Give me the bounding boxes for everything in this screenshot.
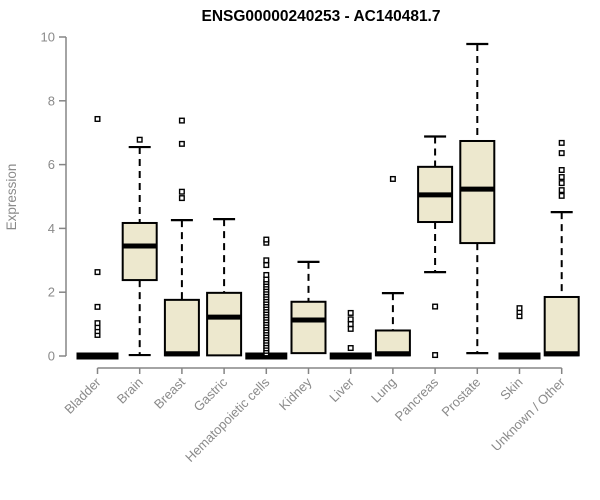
outlier-point	[347, 325, 354, 332]
collapsed-box	[498, 352, 541, 360]
outlier-point	[94, 269, 101, 276]
y-axis-label: Expression	[4, 164, 19, 231]
outlier-point	[94, 115, 101, 122]
box-hematopoietic-cells	[245, 236, 288, 360]
box-skin	[498, 305, 541, 360]
y-tick-label: 0	[48, 349, 55, 364]
box-bladder	[76, 115, 119, 360]
x-tick-label: Bladder	[61, 374, 104, 417]
collapsed-box	[76, 352, 119, 360]
outlier-point	[178, 195, 185, 202]
outlier-point	[347, 345, 354, 352]
x-tick-label: Unknown / Other	[488, 374, 568, 454]
outlier-point	[347, 316, 354, 323]
outlier-point	[263, 257, 270, 264]
iqr-box	[206, 291, 243, 357]
chart-title: ENSG00000240253 - AC140481.7	[202, 8, 441, 25]
outlier-point	[347, 309, 354, 316]
iqr-box	[290, 300, 327, 355]
outlier-point	[178, 188, 185, 195]
x-tick-label: Pancreas	[392, 374, 442, 424]
box-liver	[329, 309, 372, 360]
y-tick-label: 10	[41, 30, 55, 45]
y-tick-label: 4	[48, 221, 55, 236]
outlier-point	[178, 140, 185, 147]
box-pancreas	[417, 135, 454, 359]
iqr-box	[374, 329, 411, 357]
outlier-point	[558, 174, 565, 181]
outlier-point	[94, 320, 101, 327]
outlier-point	[94, 303, 101, 310]
y-tick-label: 6	[48, 157, 55, 172]
outlier-point	[347, 321, 354, 328]
outlier-point	[558, 150, 565, 157]
outlier-point	[558, 180, 565, 187]
x-tick-label: Breast	[151, 374, 188, 411]
outlier-point	[558, 167, 565, 174]
collapsed-box	[329, 352, 372, 360]
x-tick-label: Kidney	[276, 374, 315, 413]
box-brain	[121, 136, 158, 357]
outlier-point	[263, 236, 270, 243]
box-kidney	[290, 260, 327, 355]
iqr-box	[163, 298, 200, 357]
outlier-point	[389, 175, 396, 182]
outlier-point	[263, 262, 270, 269]
x-tick-label: Gastric	[191, 374, 231, 414]
x-tick-label: Prostate	[439, 375, 484, 420]
box-lung	[374, 175, 411, 357]
outlier-point	[558, 139, 565, 146]
outlier-point	[432, 352, 439, 359]
outlier-point	[558, 187, 565, 194]
outlier-point	[432, 303, 439, 310]
y-tick-label: 8	[48, 93, 55, 108]
x-tick-label: Liver	[326, 374, 357, 405]
box-prostate	[459, 42, 496, 355]
y-tick-label: 2	[48, 285, 55, 300]
box-unknown-other	[543, 139, 580, 357]
x-tick-label: Brain	[114, 375, 146, 407]
box-series	[76, 42, 580, 360]
iqr-box	[543, 295, 580, 357]
box-breast	[163, 117, 200, 357]
outlier-point	[136, 136, 143, 143]
x-tick-label: Lung	[368, 375, 399, 406]
outlier-point	[558, 192, 565, 199]
box-gastric	[206, 218, 243, 357]
iqr-box	[459, 139, 496, 245]
outlier-point	[516, 305, 523, 312]
outlier-point	[263, 271, 270, 278]
x-tick-label: Skin	[497, 375, 525, 403]
iqr-box	[121, 221, 158, 282]
outlier-point	[178, 117, 185, 124]
